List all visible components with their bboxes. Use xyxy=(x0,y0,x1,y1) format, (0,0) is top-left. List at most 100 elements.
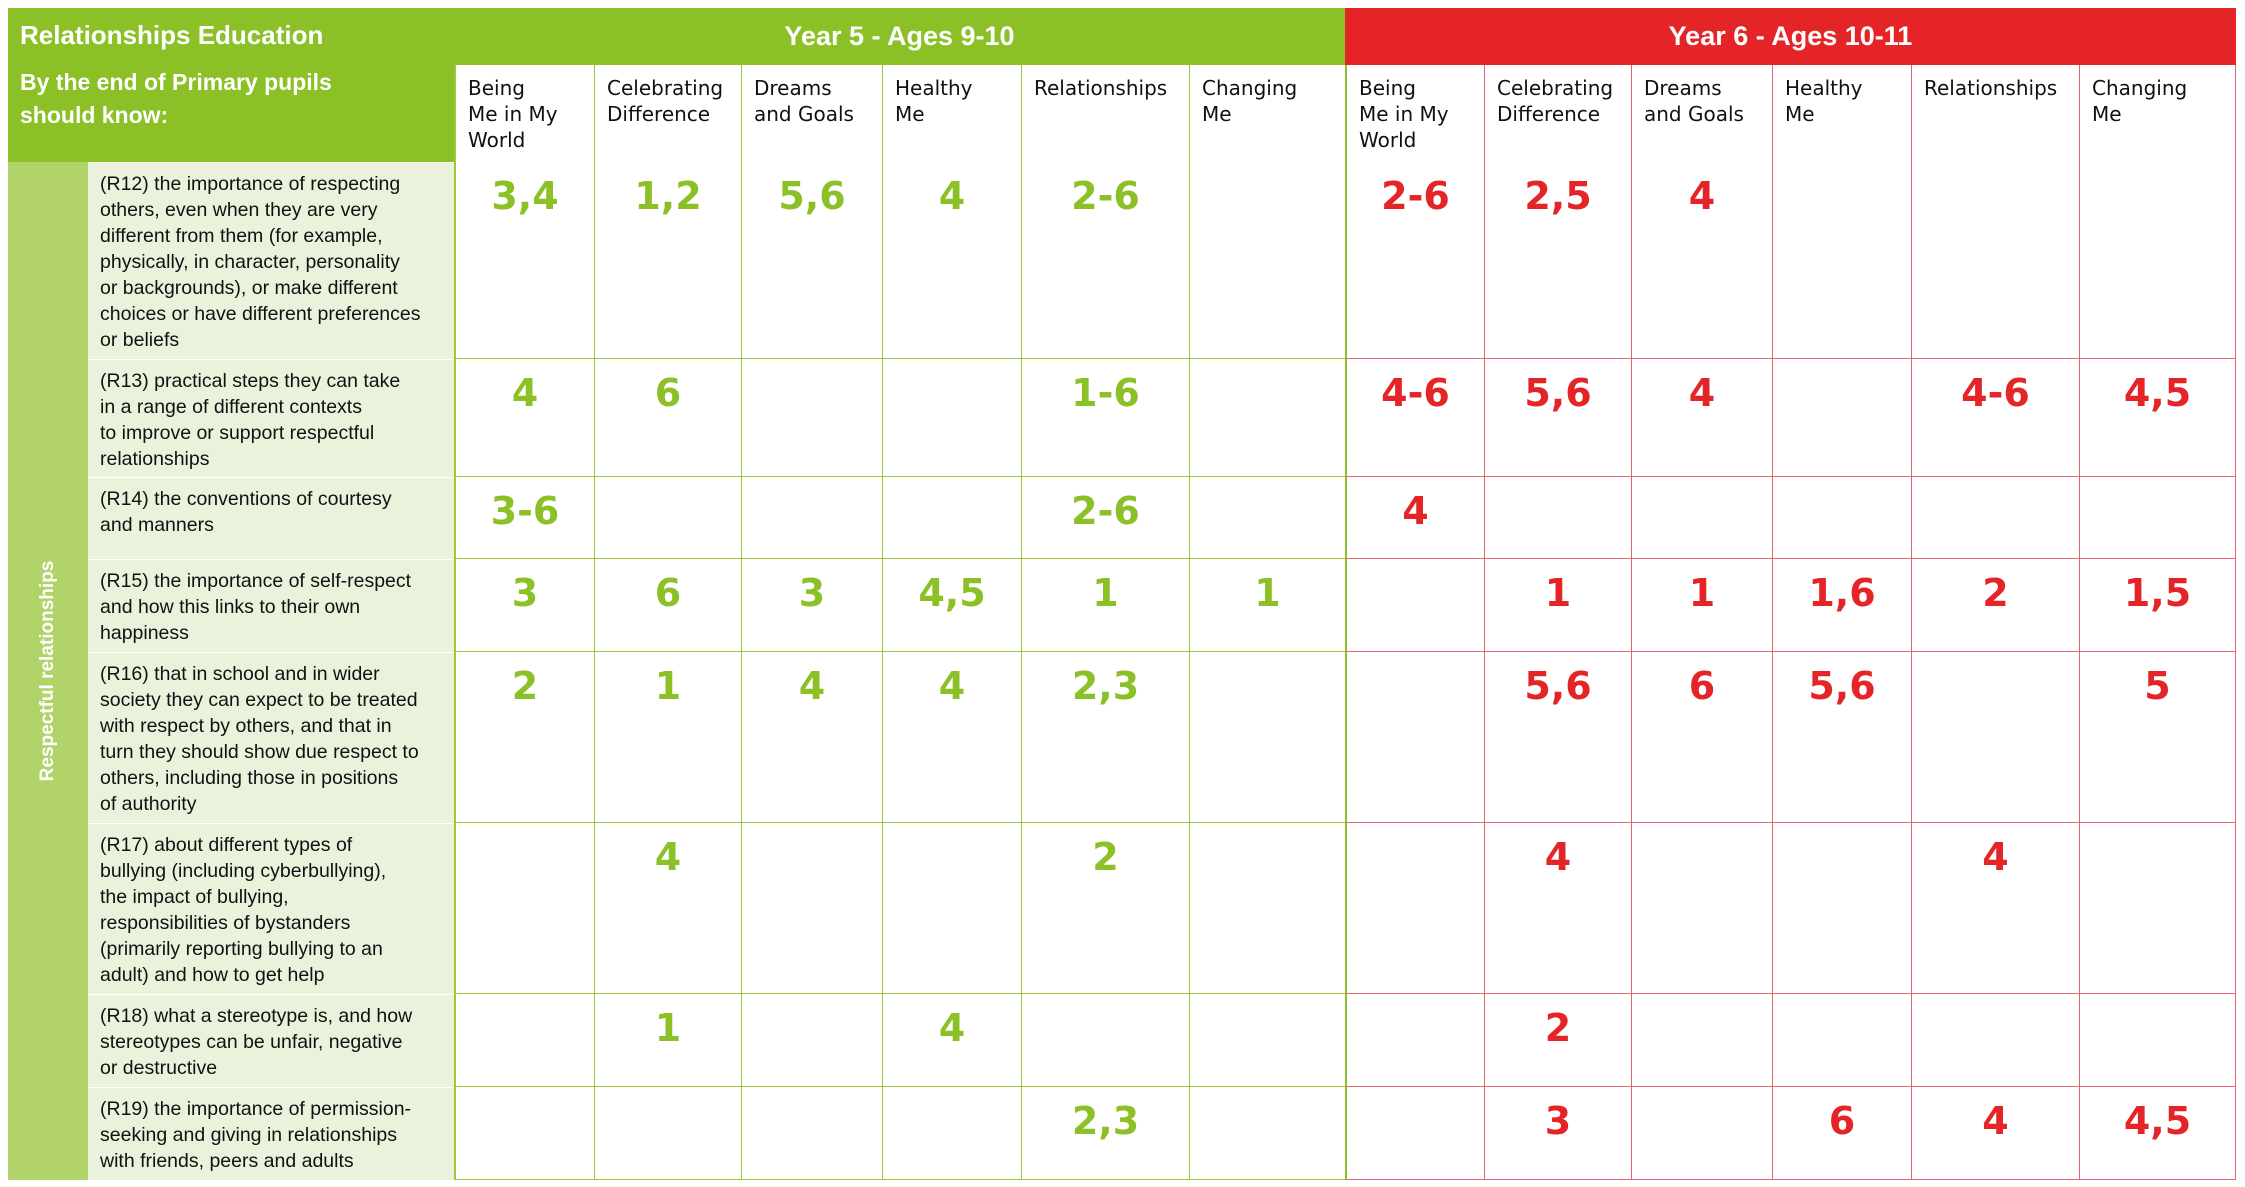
column-header: Healthy Me xyxy=(882,65,1021,162)
value-cell xyxy=(1021,994,1189,1087)
value-cell xyxy=(1189,823,1345,994)
statement-line: relationships xyxy=(100,448,210,470)
column-header: Being Me in My World xyxy=(1345,65,1484,162)
statement-line: (R14) the conventions of courtesy xyxy=(100,488,392,510)
statement-line: and how this links to their own xyxy=(100,596,361,618)
value-cell: 1 xyxy=(1189,559,1345,652)
value-cell xyxy=(1911,162,2079,359)
value-cell: 5,6 xyxy=(1772,652,1911,823)
value-cell xyxy=(741,477,882,559)
value-cell: 1-6 xyxy=(1021,359,1189,477)
column-header-line: Difference xyxy=(1497,102,1601,126)
value-cell: 5,6 xyxy=(741,162,882,359)
value-cell: 6 xyxy=(1772,1087,1911,1180)
statement-cell: (R12) the importance of respecting others… xyxy=(88,162,454,359)
value-cell: 2,5 xyxy=(1484,162,1631,359)
value-cell xyxy=(1189,652,1345,823)
column-header-line: Dreams xyxy=(1644,76,1722,100)
value-cell: 4 xyxy=(882,162,1021,359)
column-header: Changing Me xyxy=(2079,65,2236,162)
value-cell: 4 xyxy=(882,652,1021,823)
column-header: Healthy Me xyxy=(1772,65,1911,162)
value-cell xyxy=(1484,477,1631,559)
column-header-line: Dreams xyxy=(754,76,832,100)
statement-line: different from them (for example, xyxy=(100,225,383,247)
value-cell: 5,6 xyxy=(1484,652,1631,823)
column-header-line: Being xyxy=(468,76,525,100)
statement-line: others, including those in positions xyxy=(100,767,399,789)
value-cell xyxy=(1772,823,1911,994)
value-cell: 6 xyxy=(1631,652,1772,823)
column-header: Relationships xyxy=(1021,65,1189,162)
value-cell: 2,3 xyxy=(1021,1087,1189,1180)
value-cell xyxy=(741,1087,882,1180)
value-cell: 4 xyxy=(594,823,741,994)
value-cell: 4-6 xyxy=(1345,359,1484,477)
value-cell xyxy=(2079,162,2236,359)
value-cell: 2 xyxy=(1911,559,2079,652)
value-cell xyxy=(594,1087,741,1180)
column-header-line: World xyxy=(1359,128,1417,152)
value-cell xyxy=(741,994,882,1087)
value-cell xyxy=(741,359,882,477)
statement-line: of authority xyxy=(100,793,197,815)
column-header: Celebrating Difference xyxy=(594,65,741,162)
statement-line: choices or have different preferences xyxy=(100,303,421,325)
value-cell xyxy=(1189,359,1345,477)
value-cell: 3-6 xyxy=(454,477,594,559)
column-header: Dreams and Goals xyxy=(741,65,882,162)
value-cell xyxy=(741,823,882,994)
subtitle-line: By the end of Primary pupils xyxy=(20,69,332,95)
table-subtitle: By the end of Primary pupils should know… xyxy=(20,66,442,132)
value-cell: 4,5 xyxy=(882,559,1021,652)
value-cell: 3,4 xyxy=(454,162,594,359)
value-cell: 1 xyxy=(1631,559,1772,652)
column-header-line: and Goals xyxy=(754,102,854,126)
year5-header: Year 5 - Ages 9-10 xyxy=(454,8,1345,65)
statement-cell: (R16) that in school and in wider society… xyxy=(88,652,454,823)
statement-line: (R19) the importance of permission- xyxy=(100,1098,412,1120)
statement-line: or destructive xyxy=(100,1057,218,1079)
value-cell: 4 xyxy=(741,652,882,823)
column-header-line: Me in My xyxy=(468,102,558,126)
value-cell: 4,5 xyxy=(2079,359,2236,477)
statement-cell: (R13) practical steps they can take in a … xyxy=(88,359,454,477)
value-cell xyxy=(1345,1087,1484,1180)
statement-cell: (R14) the conventions of courtesy and man… xyxy=(88,477,454,559)
statement-line: society they can expect to be treated xyxy=(100,689,418,711)
statement-cell: (R17) about different types of bullying (… xyxy=(88,823,454,994)
statement-cell: (R19) the importance of permission-seeki… xyxy=(88,1087,454,1180)
statement-line: or backgrounds), or make different xyxy=(100,277,398,299)
statement-line: (R17) about different types of xyxy=(100,834,353,856)
value-cell xyxy=(1911,994,2079,1087)
value-cell xyxy=(882,1087,1021,1180)
statement-line: (primarily reporting bullying to an xyxy=(100,938,383,960)
value-cell xyxy=(1772,994,1911,1087)
statement-line: with respect by others, and that in xyxy=(100,715,392,737)
value-cell xyxy=(882,477,1021,559)
value-cell xyxy=(454,994,594,1087)
column-header-line: Relationships xyxy=(1924,76,2058,100)
value-cell: 2,3 xyxy=(1021,652,1189,823)
column-header-line: Celebrating xyxy=(1497,76,1614,100)
value-cell xyxy=(1189,162,1345,359)
value-cell: 4 xyxy=(882,994,1021,1087)
table-title-box: Relationships Education By the end of Pr… xyxy=(8,8,454,162)
value-cell xyxy=(1345,559,1484,652)
value-cell xyxy=(882,823,1021,994)
value-cell: 2-6 xyxy=(1021,162,1189,359)
statement-line: happiness xyxy=(100,622,189,644)
column-header-line: Relationships xyxy=(1034,76,1168,100)
value-cell xyxy=(2079,477,2236,559)
value-cell xyxy=(2079,823,2236,994)
value-cell xyxy=(1631,994,1772,1087)
column-header-line: Me xyxy=(895,102,925,126)
value-cell: 4 xyxy=(1911,1087,2079,1180)
statement-line: the impact of bullying, xyxy=(100,886,289,908)
statement-cell: (R15) the importance of self-respect and … xyxy=(88,559,454,652)
value-cell xyxy=(1189,477,1345,559)
year6-header: Year 6 - Ages 10-11 xyxy=(1345,8,2236,65)
value-cell xyxy=(594,477,741,559)
statement-line: turn they should show due respect to xyxy=(100,741,419,763)
column-header-line: Me xyxy=(1202,102,1232,126)
